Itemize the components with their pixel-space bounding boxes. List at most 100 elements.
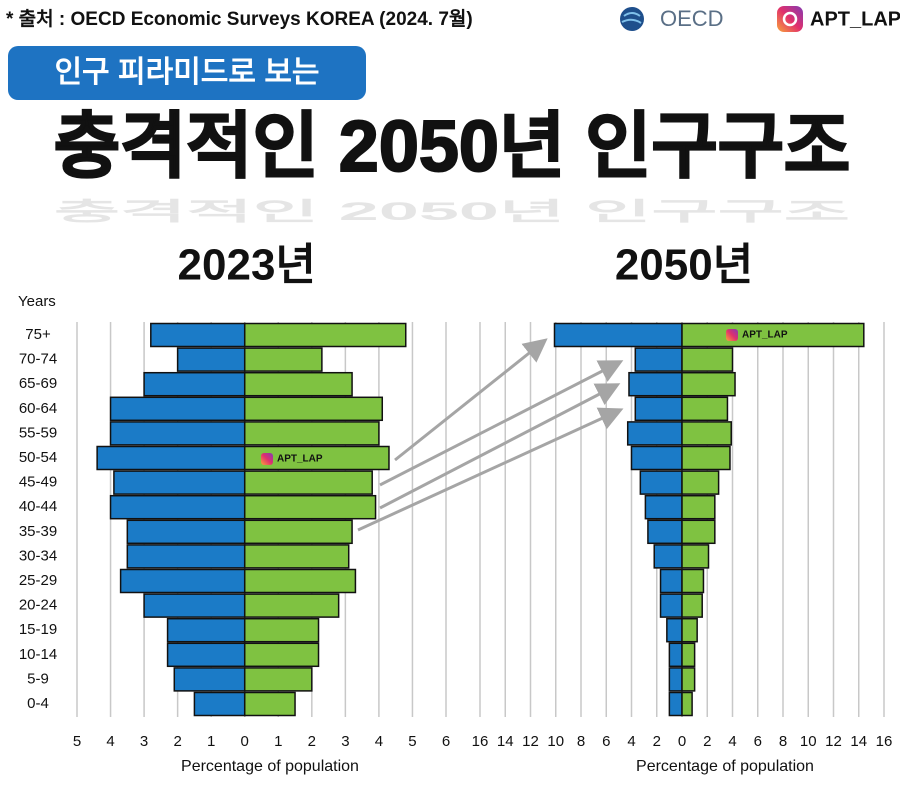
arrow: [379, 383, 621, 510]
x-tick-label: 16: [876, 733, 893, 750]
bar: [553, 322, 683, 348]
x-tick-label: 2: [653, 733, 661, 750]
bar: [668, 667, 683, 692]
x-tick-label: 4: [627, 733, 635, 750]
bar: [681, 494, 716, 520]
oecd-globe-lines: [621, 12, 642, 24]
y-tick-label: 20-24: [19, 597, 57, 614]
bar: [681, 519, 716, 545]
bar: [243, 519, 353, 545]
x-tick-label: 4: [375, 733, 383, 750]
bar: [681, 617, 698, 643]
bar: [639, 470, 683, 495]
bar: [150, 322, 246, 348]
bar: [634, 347, 683, 372]
bar: [644, 494, 683, 520]
watermark-icon: [726, 329, 738, 341]
x-tick-label: 6: [442, 733, 450, 750]
bar: [243, 667, 313, 692]
x-tick-label: 0: [241, 733, 249, 750]
y-tick-label: 10-14: [19, 646, 57, 663]
x-tick-label: 0: [678, 733, 686, 750]
x-tick-label: 12: [825, 733, 842, 750]
badge-text: 인구 피라미드로 보는: [54, 56, 319, 89]
bar: [681, 544, 710, 569]
arrow: [394, 338, 548, 462]
bar: [681, 322, 865, 348]
x-tick-label: 3: [140, 733, 148, 750]
instagram-icon: [777, 6, 803, 32]
bar: [119, 568, 246, 594]
bar: [166, 617, 246, 643]
bar: [113, 470, 246, 495]
x-tick-label: 3: [341, 733, 349, 750]
x-tick-label: 8: [577, 733, 585, 750]
bar: [681, 568, 705, 594]
arrow: [379, 360, 624, 487]
bar: [626, 421, 683, 446]
instagram-lens: [782, 11, 798, 27]
bar: [628, 371, 683, 397]
bar: [109, 421, 246, 446]
arrow: [357, 407, 624, 532]
bar: [681, 396, 729, 422]
watermark: APT_LAP: [742, 330, 788, 341]
bar: [681, 593, 703, 618]
y-tick-label: 40-44: [19, 498, 57, 515]
y-tick-label: 0-4: [27, 695, 49, 712]
chart-title: 2050년: [615, 241, 753, 290]
x-tick-label: 12: [522, 733, 539, 750]
bar: [243, 445, 390, 471]
x-tick-label: 2: [308, 733, 316, 750]
bar: [143, 371, 246, 397]
bar: [126, 519, 246, 545]
bar: [243, 347, 323, 372]
headline-shadow: 충격적인 2050년 인구구조: [54, 197, 850, 225]
x-tick-label: 5: [408, 733, 416, 750]
x-tick-label: 4: [728, 733, 736, 750]
x-axis-label: Percentage of population: [636, 758, 814, 775]
bar: [243, 568, 357, 594]
x-axis-label: Percentage of population: [181, 758, 359, 775]
arrows: [357, 338, 624, 532]
bar: [243, 691, 296, 717]
y-tick-label: 55-59: [19, 424, 57, 441]
bar: [109, 396, 246, 422]
bar: [109, 494, 246, 520]
bar: [659, 593, 683, 618]
oecd-logo: OECD: [660, 6, 724, 31]
x-tick-label: 2: [173, 733, 181, 750]
headline: 충격적인 2050년 인구구조: [54, 107, 850, 187]
badge: [8, 46, 366, 100]
x-tick-label: 10: [800, 733, 817, 750]
x-tick-label: 14: [850, 733, 867, 750]
bar: [681, 470, 720, 495]
bar: [96, 445, 246, 471]
x-tick-label: 1: [274, 733, 282, 750]
bar: [681, 347, 734, 372]
y-tick-label: 15-19: [19, 621, 57, 638]
bar: [681, 371, 736, 397]
account: APT_LAP: [810, 8, 900, 30]
bar: [243, 421, 380, 446]
bar: [659, 568, 683, 594]
bar: [243, 494, 377, 520]
bar: [668, 642, 683, 668]
bar: [243, 544, 350, 569]
x-tick-label: 2: [703, 733, 711, 750]
bar: [681, 421, 732, 446]
bar: [681, 445, 731, 471]
watermark-icon: [261, 453, 273, 465]
bar: [653, 544, 683, 569]
y-tick-label: 35-39: [19, 523, 57, 540]
bar: [666, 617, 683, 643]
x-tick-label: 10: [547, 733, 564, 750]
y-tick-label: 65-69: [19, 375, 57, 392]
x-tick-label: 16: [472, 733, 489, 750]
watermark: APT_LAP: [277, 454, 323, 465]
y-tick-label: 5-9: [27, 670, 49, 687]
bar: [668, 691, 683, 717]
bar: [173, 667, 246, 692]
bar: [126, 544, 246, 569]
